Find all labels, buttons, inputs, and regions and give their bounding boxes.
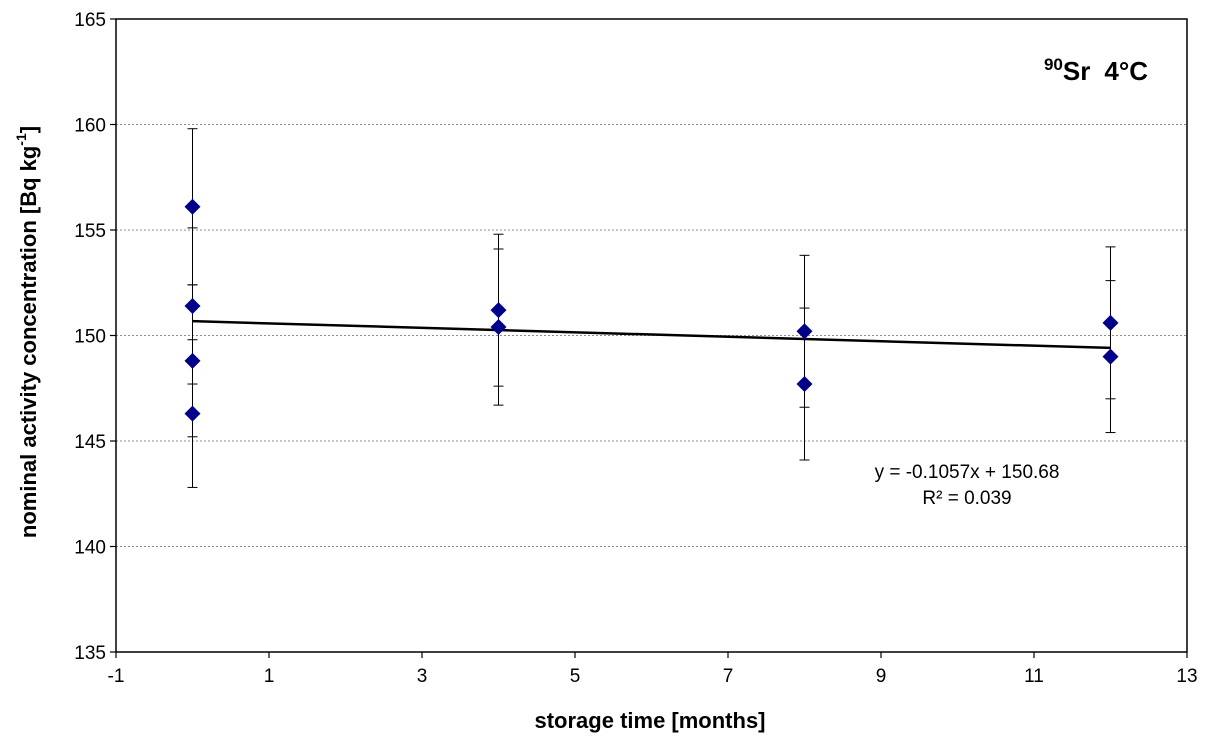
data-point-marker (796, 376, 813, 393)
isotope-symbol: Sr (1063, 56, 1090, 86)
x-axis-title: storage time [months] (534, 708, 765, 733)
y-tick-label: 145 (74, 432, 106, 453)
y-tick-label: 135 (74, 643, 106, 664)
trendline (192, 319, 1111, 350)
temperature-value: 4°C (1104, 56, 1148, 86)
x-tick-label: 5 (570, 666, 581, 687)
y-tick-label: 160 (74, 116, 106, 137)
y-axis-title: nominal activity concentration [Bq kg-1] (13, 126, 41, 538)
data-point-marker (1102, 348, 1119, 365)
y-tick-label: 150 (74, 327, 106, 348)
x-tick-label: 9 (876, 666, 887, 687)
data-point-marker (796, 323, 813, 340)
y-axis-title-main: nominal activity concentration [Bq kg (16, 146, 41, 538)
x-tick-label: -1 (108, 666, 125, 687)
x-tick-label: 7 (723, 666, 734, 687)
y-axis-title-superscript: -1 (13, 133, 29, 146)
data-point-marker (184, 198, 201, 215)
data-point-marker (490, 319, 507, 336)
data-point-marker (184, 405, 201, 422)
x-tick-label: 11 (1024, 666, 1044, 687)
data-points (184, 198, 1119, 422)
y-tick-label: 140 (74, 538, 106, 559)
data-point-marker (1102, 314, 1119, 331)
data-point-marker (184, 297, 201, 314)
y-tick-label: 165 (74, 10, 106, 31)
data-point-marker (490, 302, 507, 319)
isotope-temperature-label: 90Sr 4°C (1044, 55, 1148, 86)
r-squared-value: R² = 0.039 (922, 488, 1011, 509)
trendline-equation: y = -0.1057x + 150.68 (875, 462, 1060, 483)
y-tick-label: 155 (74, 221, 106, 242)
x-tick-label: 13 (1176, 666, 1197, 687)
data-point-marker (184, 352, 201, 369)
grid-lines (116, 124, 1187, 547)
isotope-mass-number: 90 (1044, 55, 1063, 74)
y-axis-title-end: ] (16, 126, 41, 133)
error-bars (187, 128, 1116, 488)
x-tick-label: 1 (264, 666, 275, 687)
trendline-group (192, 319, 1111, 350)
x-tick-label: 3 (417, 666, 428, 687)
